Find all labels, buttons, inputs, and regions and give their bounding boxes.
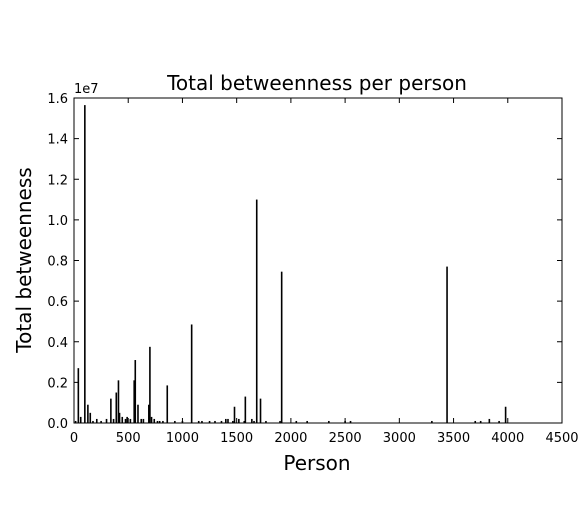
bar bbox=[117, 380, 120, 423]
bar bbox=[328, 420, 330, 423]
bar bbox=[137, 404, 139, 423]
bar bbox=[129, 418, 132, 423]
y-tick-label: 0.4 bbox=[47, 336, 68, 351]
bar bbox=[225, 418, 227, 423]
y-tick-label: 0.6 bbox=[47, 295, 68, 310]
bar bbox=[121, 416, 124, 423]
bar bbox=[126, 416, 128, 423]
y-tick-label: 0.2 bbox=[47, 376, 68, 391]
bar bbox=[259, 398, 262, 424]
bar bbox=[498, 420, 500, 423]
bar bbox=[166, 385, 169, 423]
bar bbox=[227, 418, 229, 423]
bar bbox=[201, 420, 203, 423]
bar bbox=[148, 404, 150, 423]
x-tick-label: 0 bbox=[70, 431, 78, 446]
bar bbox=[156, 420, 159, 423]
bar bbox=[220, 420, 223, 423]
bar bbox=[105, 418, 108, 423]
x-tick-label: 1500 bbox=[220, 431, 253, 446]
bar bbox=[280, 271, 283, 423]
bar bbox=[84, 105, 86, 424]
bar bbox=[162, 420, 164, 423]
bar bbox=[251, 418, 253, 423]
bar bbox=[295, 420, 298, 423]
bar bbox=[255, 199, 258, 423]
bar bbox=[233, 406, 236, 423]
y-tick-label: 1.0 bbox=[47, 214, 68, 229]
x-tick-label: 1000 bbox=[166, 431, 199, 446]
bar bbox=[74, 420, 77, 423]
bar bbox=[92, 420, 94, 423]
bar bbox=[150, 416, 153, 423]
x-axis-title: Person bbox=[283, 451, 350, 475]
x-tick-label: 2000 bbox=[274, 431, 307, 446]
bar bbox=[149, 346, 151, 423]
x-tick-label: 3000 bbox=[383, 431, 416, 446]
bar bbox=[77, 368, 80, 423]
y-tick-label: 0.8 bbox=[47, 255, 68, 270]
bar bbox=[279, 420, 281, 423]
y-tick-label: 1.6 bbox=[47, 92, 68, 107]
bar bbox=[89, 412, 92, 423]
bar bbox=[349, 420, 352, 423]
x-tick-label: 2500 bbox=[329, 431, 362, 446]
bar bbox=[306, 420, 308, 423]
y-tick-label: 0.0 bbox=[47, 417, 68, 432]
bar bbox=[479, 420, 482, 423]
y-offset-label: 1e7 bbox=[74, 82, 99, 97]
bar bbox=[488, 418, 491, 423]
y-tick-label: 1.4 bbox=[47, 133, 68, 148]
bar bbox=[118, 412, 121, 423]
bar bbox=[197, 420, 200, 423]
bar bbox=[110, 398, 112, 424]
x-axis: 0 500 1000 1500 2000 2500 3000 3500 4000 4500 bbox=[70, 98, 579, 446]
chart-title: Total betweenness per person bbox=[166, 71, 467, 95]
bar bbox=[431, 420, 433, 423]
bar bbox=[140, 418, 143, 423]
x-tick-label: 4500 bbox=[545, 431, 578, 446]
bar bbox=[115, 392, 118, 423]
bar bbox=[238, 418, 240, 423]
plot-frame bbox=[73, 97, 563, 424]
bar bbox=[87, 404, 89, 423]
x-tick-label: 500 bbox=[116, 431, 141, 446]
bar bbox=[79, 416, 82, 423]
bar bbox=[133, 380, 135, 423]
bar bbox=[232, 420, 234, 423]
bar bbox=[124, 418, 127, 423]
bar bbox=[208, 420, 211, 423]
bar bbox=[504, 406, 507, 423]
bar bbox=[95, 418, 98, 423]
bar bbox=[134, 360, 137, 423]
bar bbox=[112, 418, 115, 423]
y-tick-label: 1.2 bbox=[47, 173, 68, 188]
bar bbox=[174, 420, 176, 423]
bar bbox=[474, 420, 477, 423]
bar bbox=[253, 420, 255, 423]
bar bbox=[244, 396, 247, 423]
bar bbox=[265, 420, 267, 423]
x-tick-label: 3500 bbox=[437, 431, 470, 446]
bar bbox=[214, 420, 216, 423]
bar bbox=[158, 420, 161, 423]
bar bbox=[153, 418, 156, 423]
y-axis: 0.0 0.2 0.4 0.6 0.8 1.0 1.2 1.4 1.6 bbox=[47, 92, 562, 432]
bars-group bbox=[74, 105, 507, 424]
bar bbox=[142, 418, 145, 423]
x-tick-label: 4000 bbox=[491, 431, 524, 446]
bar bbox=[446, 266, 448, 423]
bar bbox=[243, 420, 246, 423]
bar bbox=[100, 420, 102, 423]
y-axis-title: Total betweenness bbox=[12, 167, 36, 353]
bar bbox=[190, 324, 193, 423]
